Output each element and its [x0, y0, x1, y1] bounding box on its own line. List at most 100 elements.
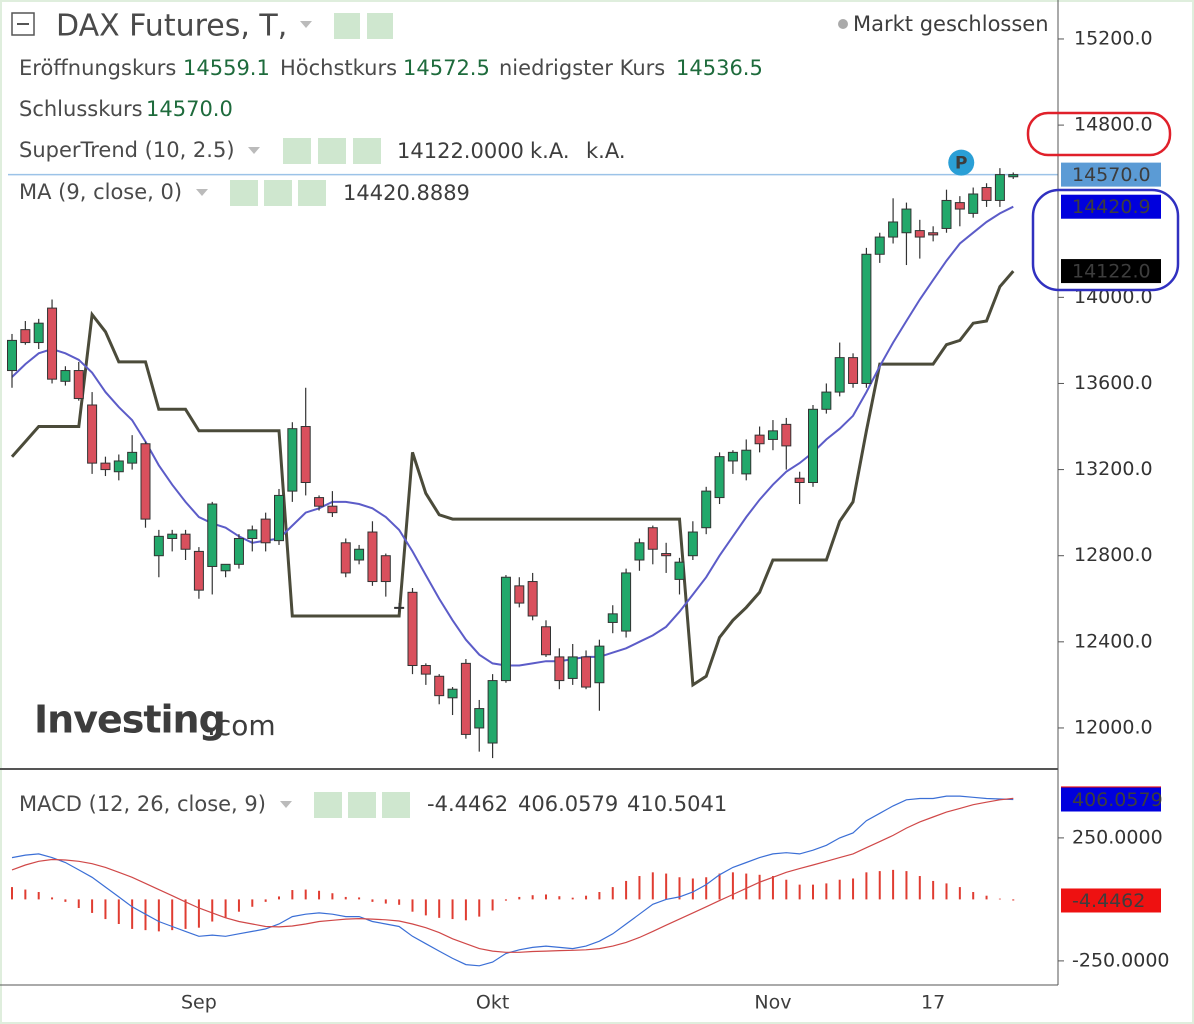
dropdown[interactable] — [280, 801, 292, 808]
histogram-bar — [491, 899, 494, 911]
candle-body — [621, 572, 632, 632]
close-icon[interactable] — [382, 792, 410, 818]
histogram-bar — [932, 880, 935, 900]
histogram-bar — [104, 899, 107, 920]
eye-icon[interactable] — [314, 792, 342, 818]
histogram-bar — [838, 879, 841, 900]
histogram-bar — [998, 898, 1001, 900]
histogram-bar — [771, 876, 774, 900]
legend-value: 14122.0000 — [397, 139, 524, 163]
quote-label: Schlusskurs — [19, 97, 143, 121]
candle-body — [848, 357, 859, 384]
legend-value: 406.0579 — [518, 792, 618, 816]
axis-value-box — [1061, 787, 1161, 812]
legend-value: k.A. — [586, 139, 626, 163]
candle-body — [180, 533, 191, 550]
collapse-icon[interactable] — [11, 12, 35, 36]
candle-body — [100, 462, 111, 471]
y-tick-label: 13600.0 — [1074, 372, 1153, 394]
histogram-bar — [705, 877, 708, 900]
axis-value-box — [1061, 194, 1161, 219]
candle-body — [340, 542, 351, 574]
candle-body — [954, 202, 965, 210]
dropdown[interactable] — [300, 21, 312, 28]
histogram-bar — [918, 876, 921, 900]
candle-body — [914, 230, 925, 238]
histogram-bar — [37, 892, 40, 900]
candle-body — [1008, 174, 1019, 178]
dropdown[interactable] — [196, 189, 208, 196]
histogram-bar — [211, 899, 214, 922]
annotation-ellipse — [1026, 111, 1172, 157]
candle-body — [394, 606, 405, 609]
histogram-bar — [51, 897, 54, 900]
legend-value: 410.5041 — [627, 792, 727, 816]
histogram-bar — [304, 889, 307, 900]
dropdown[interactable] — [248, 147, 260, 154]
candle-body — [567, 656, 578, 679]
eye-icon[interactable] — [283, 138, 311, 164]
eye-icon[interactable] — [334, 13, 360, 39]
histogram-bar — [251, 899, 254, 907]
legend-name: MACD (12, 26, close, 9) — [19, 792, 266, 816]
macd-line — [11, 797, 1014, 953]
y-tick-label: 12000.0 — [1074, 716, 1153, 738]
axis-value-label: 14122.0 — [1072, 261, 1151, 283]
histogram-bar — [237, 899, 240, 912]
candle-body — [794, 477, 805, 484]
gear-icon[interactable] — [318, 138, 346, 164]
gear-icon[interactable] — [348, 792, 376, 818]
histogram-bar — [197, 899, 200, 928]
histogram-bar — [691, 878, 694, 900]
histogram-bar — [171, 899, 174, 931]
indicator-line — [10, 270, 1015, 688]
candle-body — [367, 531, 378, 583]
histogram-bar — [224, 899, 227, 918]
candle-body — [354, 548, 365, 561]
quote-label: Eröffnungskurs — [19, 56, 176, 80]
histogram-bar — [745, 873, 748, 900]
candle-body — [754, 434, 765, 445]
candle-body — [167, 533, 178, 539]
histogram-bar — [24, 889, 27, 900]
eye-icon[interactable] — [230, 180, 258, 206]
close-icon[interactable] — [353, 138, 381, 164]
candle-body — [487, 680, 498, 744]
histogram-bar — [812, 884, 814, 900]
candle-body — [140, 443, 151, 520]
legend-name: SuperTrend (10, 2.5) — [19, 138, 235, 162]
candle-body — [781, 423, 792, 447]
histogram-bar — [331, 893, 334, 900]
candle-body — [808, 408, 818, 484]
histogram-bar — [91, 899, 94, 913]
histogram-bar — [77, 899, 80, 909]
candle-body — [500, 576, 511, 682]
histogram-bar — [718, 873, 721, 900]
histogram-bar — [344, 896, 347, 900]
candle-body — [260, 518, 271, 544]
marker — [948, 149, 975, 176]
histogram-bar — [264, 899, 267, 902]
quote-value: 14559.1 — [183, 56, 270, 80]
annotation-ellipse — [1031, 188, 1180, 292]
histogram-bar — [665, 873, 668, 900]
histogram-bar — [892, 869, 895, 900]
gear-icon[interactable] — [264, 180, 292, 206]
candle-body — [87, 404, 98, 464]
y-tick-label: 15200.0 — [1074, 27, 1153, 49]
histogram-bar — [625, 880, 628, 900]
histogram-bar — [291, 890, 294, 900]
histogram-bar — [131, 899, 134, 929]
axis-value-box — [1061, 888, 1161, 913]
close-icon[interactable] — [298, 180, 326, 206]
marker-label: P — [955, 154, 967, 174]
histogram-bar — [958, 887, 961, 900]
candle-body — [73, 370, 84, 400]
candle-body — [113, 460, 124, 473]
candle-body — [581, 656, 592, 688]
histogram-bar — [878, 871, 881, 900]
candle-body — [687, 531, 698, 557]
gear-icon[interactable] — [367, 13, 393, 39]
legend-value: -4.4462 — [427, 792, 508, 816]
